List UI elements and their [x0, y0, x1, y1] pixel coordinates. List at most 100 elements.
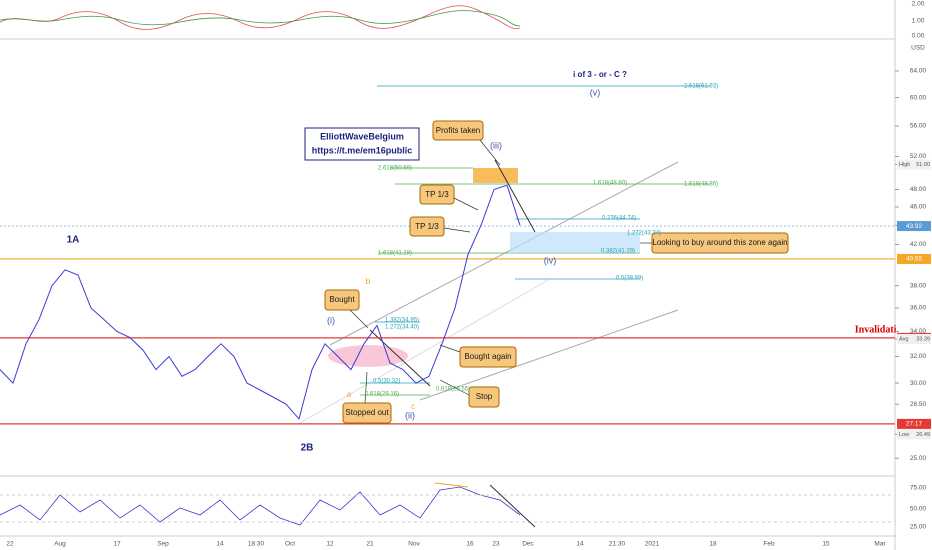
y-tick-label: 56.00	[910, 123, 927, 130]
fib-label: 1.618(48.80)	[593, 181, 627, 187]
arrow	[439, 344, 461, 353]
level-label: 27.17	[906, 421, 923, 428]
fib-label: 2.618(50.69)	[378, 166, 412, 172]
pane-tick-label: 25.00	[910, 524, 927, 531]
y-tick-label: 46.00	[910, 204, 927, 211]
y-tick-label: 34.00	[910, 328, 927, 335]
callout: TP 1/3	[425, 190, 449, 199]
pane-tick-label: 50.00	[910, 506, 927, 513]
level-label: 40.55	[906, 256, 923, 263]
x-tick-label: 12	[326, 541, 334, 548]
callout: Stop	[476, 392, 493, 401]
arrow	[364, 371, 368, 404]
fib-label: 0.236(44.74)	[602, 216, 636, 222]
x-tick-label: Nov	[408, 541, 420, 548]
wave-label: (ii)	[405, 410, 415, 420]
levels	[0, 225, 895, 425]
annotation: i of 3 - or - C ?	[573, 70, 627, 79]
oscillator-line	[0, 10, 521, 27]
stat-name: High	[899, 162, 910, 168]
fib-label: 1.618(41.18)	[378, 251, 412, 257]
stat-label: 51.00	[916, 162, 930, 168]
wave-label: b	[366, 277, 371, 286]
pane-tick-label: 2.00	[912, 1, 925, 8]
x-tick-label: Aug	[54, 541, 66, 548]
wave-label: (iii)	[490, 140, 502, 150]
arrow	[349, 309, 369, 329]
stat-badge	[897, 159, 931, 170]
brand-link: https://t.me/em16public	[312, 145, 413, 155]
stat-name: Avg	[899, 336, 908, 342]
brand-box	[304, 127, 420, 161]
x-tick-label: Oct	[285, 541, 295, 548]
callout: Bought again	[464, 352, 511, 361]
fib-label: 1.618(48.86)	[684, 182, 718, 188]
callout-box	[432, 120, 484, 141]
pane-tick-label: 1.00	[912, 18, 925, 25]
x-tick-label: 18	[709, 541, 717, 548]
callout: Stopped out	[345, 408, 389, 417]
axis-panel	[896, 0, 932, 550]
oscillator-line	[0, 5, 521, 30]
arrow	[443, 227, 471, 233]
callouts	[324, 120, 789, 424]
level-label: 43.92	[906, 223, 923, 230]
y-tick-label: 28.50	[910, 401, 927, 408]
x-tick-label: 14	[216, 541, 224, 548]
wave-label: a	[347, 390, 352, 399]
x-tick-label: Feb	[763, 541, 775, 548]
channel-line	[299, 279, 549, 424]
x-tick-label: 22	[6, 541, 14, 548]
x-tick-label: 16	[466, 541, 474, 548]
fib-label: 0.382(41.29)	[601, 249, 635, 255]
y-tick-label: 64.00	[910, 68, 927, 75]
x-tick-label: 21:30	[609, 541, 626, 548]
fib-label: 1.382(34.95)	[385, 318, 419, 324]
x-tick-label: 2021	[645, 541, 660, 548]
stat-name: Low	[899, 432, 909, 438]
fib-label: 0.5(38.69)	[616, 276, 643, 282]
fib-label: 1.272(34.40)	[385, 325, 419, 331]
callout: Bought	[329, 295, 355, 304]
y-tick-label: 60.00	[910, 94, 927, 101]
stat-label: 33.39	[916, 336, 930, 342]
stat-badge	[897, 333, 931, 344]
level-badge	[897, 221, 931, 232]
x-tick-label: 15	[822, 541, 830, 548]
trend-line	[369, 329, 431, 387]
y-tick-label: 42.00	[910, 241, 927, 248]
wave-label: (i)	[327, 315, 335, 325]
axis: 64.0060.0056.0052.0048.0046.0044.0042.00…	[6, 68, 931, 548]
level-badge	[897, 253, 931, 264]
callout-box	[459, 346, 517, 368]
wave-label: c	[411, 402, 415, 411]
fib-label: 0.618(29.55)	[436, 387, 470, 393]
price-line	[0, 184, 521, 420]
x-tick-label: 14	[576, 541, 584, 548]
highlight	[328, 345, 408, 367]
wave-label: 2B	[301, 443, 314, 454]
pane-tick-label: 75.00	[910, 485, 927, 492]
callout: TP 1/3	[415, 222, 439, 231]
wave-label: 1A	[67, 235, 80, 246]
fib-label: 1.272(43.34)	[627, 231, 661, 237]
wave-label: (v)	[590, 87, 601, 97]
callout-arrows	[349, 139, 652, 404]
fib-label: 2.618(61.93)	[684, 84, 718, 90]
annotation: Invalidation	[855, 324, 908, 335]
callout: Looking to buy around this zone again	[652, 238, 787, 247]
y-tick-label: 30.00	[910, 380, 927, 387]
y-tick-label: 36.00	[910, 305, 927, 312]
x-tick-label: 21	[366, 541, 374, 548]
arrow	[439, 379, 470, 396]
callout-box	[324, 289, 360, 311]
buy-zone	[510, 232, 640, 253]
callout-box	[342, 402, 392, 424]
pane-tick-label: 0.00	[912, 33, 925, 40]
profit-zone	[473, 168, 518, 183]
y-tick-label: 48.00	[910, 186, 927, 193]
plot	[0, 184, 521, 420]
x-tick-label: Sep	[157, 541, 169, 548]
channel-line	[419, 309, 679, 401]
